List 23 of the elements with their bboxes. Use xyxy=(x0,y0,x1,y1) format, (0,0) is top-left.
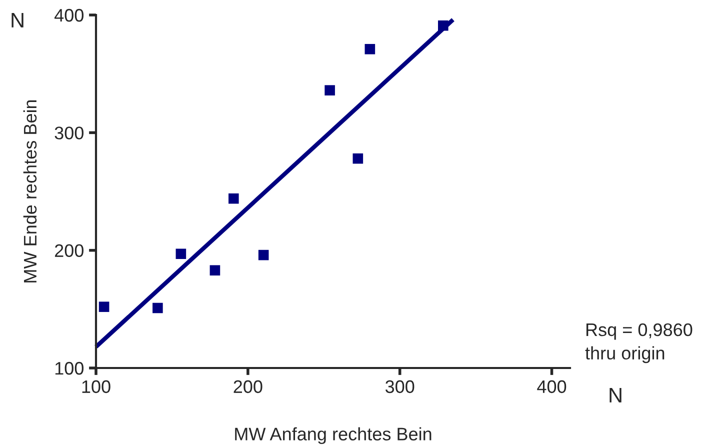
y-tick-label: 100 xyxy=(55,362,84,375)
y-tick-label: 300 xyxy=(54,126,84,140)
x-tick-label: 100 xyxy=(82,380,110,394)
point xyxy=(152,302,163,314)
x-tick-label: 400 xyxy=(537,380,566,394)
point xyxy=(176,248,186,260)
point xyxy=(258,250,269,260)
point xyxy=(352,153,364,164)
point xyxy=(438,20,448,31)
x-axis-title: MW Anfang rechtes Bein xyxy=(235,427,432,444)
text: Rsq = 0,9860 thru origin xyxy=(585,323,692,364)
y-axis-title: MW Ende rechtes Bein xyxy=(23,100,37,282)
point xyxy=(364,44,376,54)
x-tick-label: 300 xyxy=(385,380,414,394)
point xyxy=(98,302,110,312)
point xyxy=(210,265,220,276)
point xyxy=(324,85,335,96)
y-tick-label: 400 xyxy=(54,8,84,22)
x-tick-label: 200 xyxy=(234,380,262,394)
y-tick-label: 200 xyxy=(54,244,84,258)
point xyxy=(228,193,239,204)
text: N xyxy=(610,388,622,402)
text: N xyxy=(12,13,24,28)
